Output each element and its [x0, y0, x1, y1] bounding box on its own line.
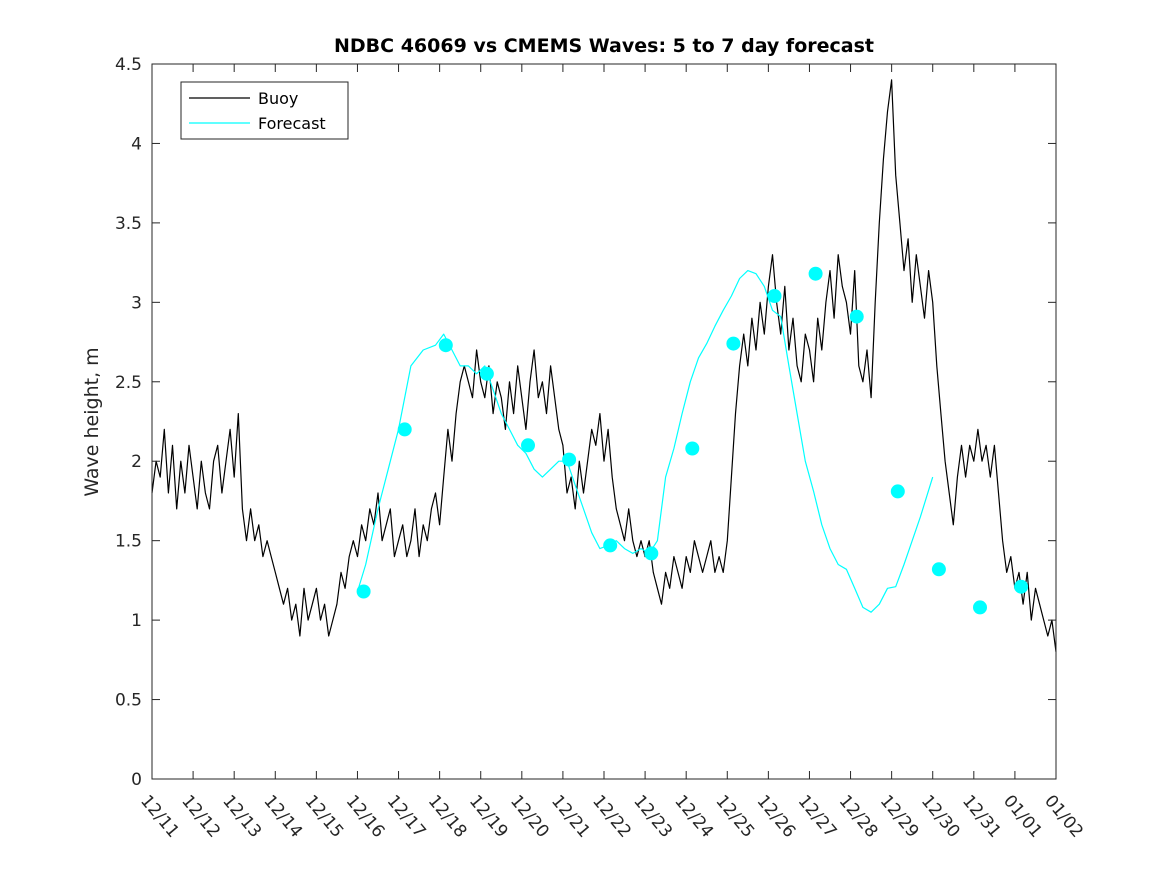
- forecast-marker: [603, 538, 618, 553]
- forecast-marker: [973, 600, 987, 615]
- x-tick-label: 12/29: [876, 791, 923, 841]
- forecast-marker: [931, 562, 946, 577]
- x-tick-label: 12/28: [835, 791, 882, 841]
- forecast-marker: [685, 441, 700, 456]
- legend-forecast-label: Forecast: [258, 114, 326, 133]
- x-tick-label: 12/22: [588, 791, 635, 841]
- forecast-marker: [849, 309, 864, 324]
- series-line-forecast: [356, 270, 934, 613]
- forecast-marker: [1014, 579, 1029, 594]
- x-tick-label: 12/31: [958, 791, 1005, 841]
- forecast-marker: [644, 546, 659, 561]
- x-tick-label: 12/27: [794, 791, 841, 841]
- y-tick-label: 3: [131, 293, 142, 313]
- y-tick-label: 1.5: [115, 532, 142, 552]
- y-tick-label: 3.5: [115, 214, 142, 234]
- plot-area: [151, 79, 1057, 652]
- x-tick-label: 12/16: [342, 791, 389, 841]
- y-tick-label: 4.5: [115, 55, 142, 75]
- x-tick-label: 01/02: [1040, 791, 1087, 841]
- forecast-marker: [808, 266, 823, 281]
- x-tick-label: 01/01: [999, 791, 1046, 841]
- series-line-buoy: [151, 79, 1057, 652]
- axis-ticks: 0 0.5 1 1.5 2 2.5 3 3.5 4 4.5 12/1112/1212/1312/14…: [115, 55, 1087, 842]
- forecast-marker: [767, 289, 782, 303]
- x-tick-label: 12/21: [547, 791, 594, 841]
- forecast-marker: [562, 452, 577, 467]
- x-tick-label: 12/26: [753, 791, 800, 841]
- x-tick-label: 12/17: [383, 791, 430, 841]
- x-tick-label: 12/18: [424, 791, 471, 841]
- y-tick-label: 0: [131, 770, 142, 790]
- legend: Buoy Forecast: [180, 81, 349, 140]
- forecast-marker: [726, 336, 741, 351]
- axes-box: [151, 63, 1057, 780]
- chart-title: NDBC 46069 vs CMEMS Waves: 5 to 7 day fo…: [334, 35, 874, 57]
- x-tick-label: 12/30: [917, 791, 964, 841]
- x-tick-label: 12/23: [629, 791, 676, 841]
- legend-box: [180, 81, 349, 140]
- y-tick-label: 4: [131, 134, 142, 154]
- y-tick-label: 0.5: [115, 691, 142, 711]
- x-tick-label: 12/24: [670, 791, 717, 841]
- x-tick-label: 12/19: [465, 791, 512, 841]
- forecast-marker: [438, 338, 453, 353]
- legend-buoy-label: Buoy: [258, 89, 298, 108]
- x-tick-label: 12/13: [218, 791, 265, 841]
- forecast-marker: [890, 484, 905, 499]
- x-tick-label: 12/11: [136, 791, 183, 841]
- forecast-marker: [479, 366, 494, 381]
- forecast-marker: [397, 422, 412, 437]
- x-tick-label: 12/20: [506, 791, 553, 841]
- forecast-marker: [521, 438, 535, 453]
- forecast-marker: [356, 584, 371, 599]
- y-tick-label: 2: [131, 452, 142, 472]
- x-tick-label: 12/12: [177, 791, 224, 841]
- x-tick-label: 12/15: [301, 791, 348, 841]
- x-tick-label: 12/25: [711, 791, 758, 841]
- y-axis-label: Wave height, m: [81, 347, 103, 496]
- x-tick-label: 12/14: [259, 791, 306, 841]
- y-tick-label: 1: [131, 611, 142, 631]
- y-tick-label: 2.5: [115, 373, 142, 393]
